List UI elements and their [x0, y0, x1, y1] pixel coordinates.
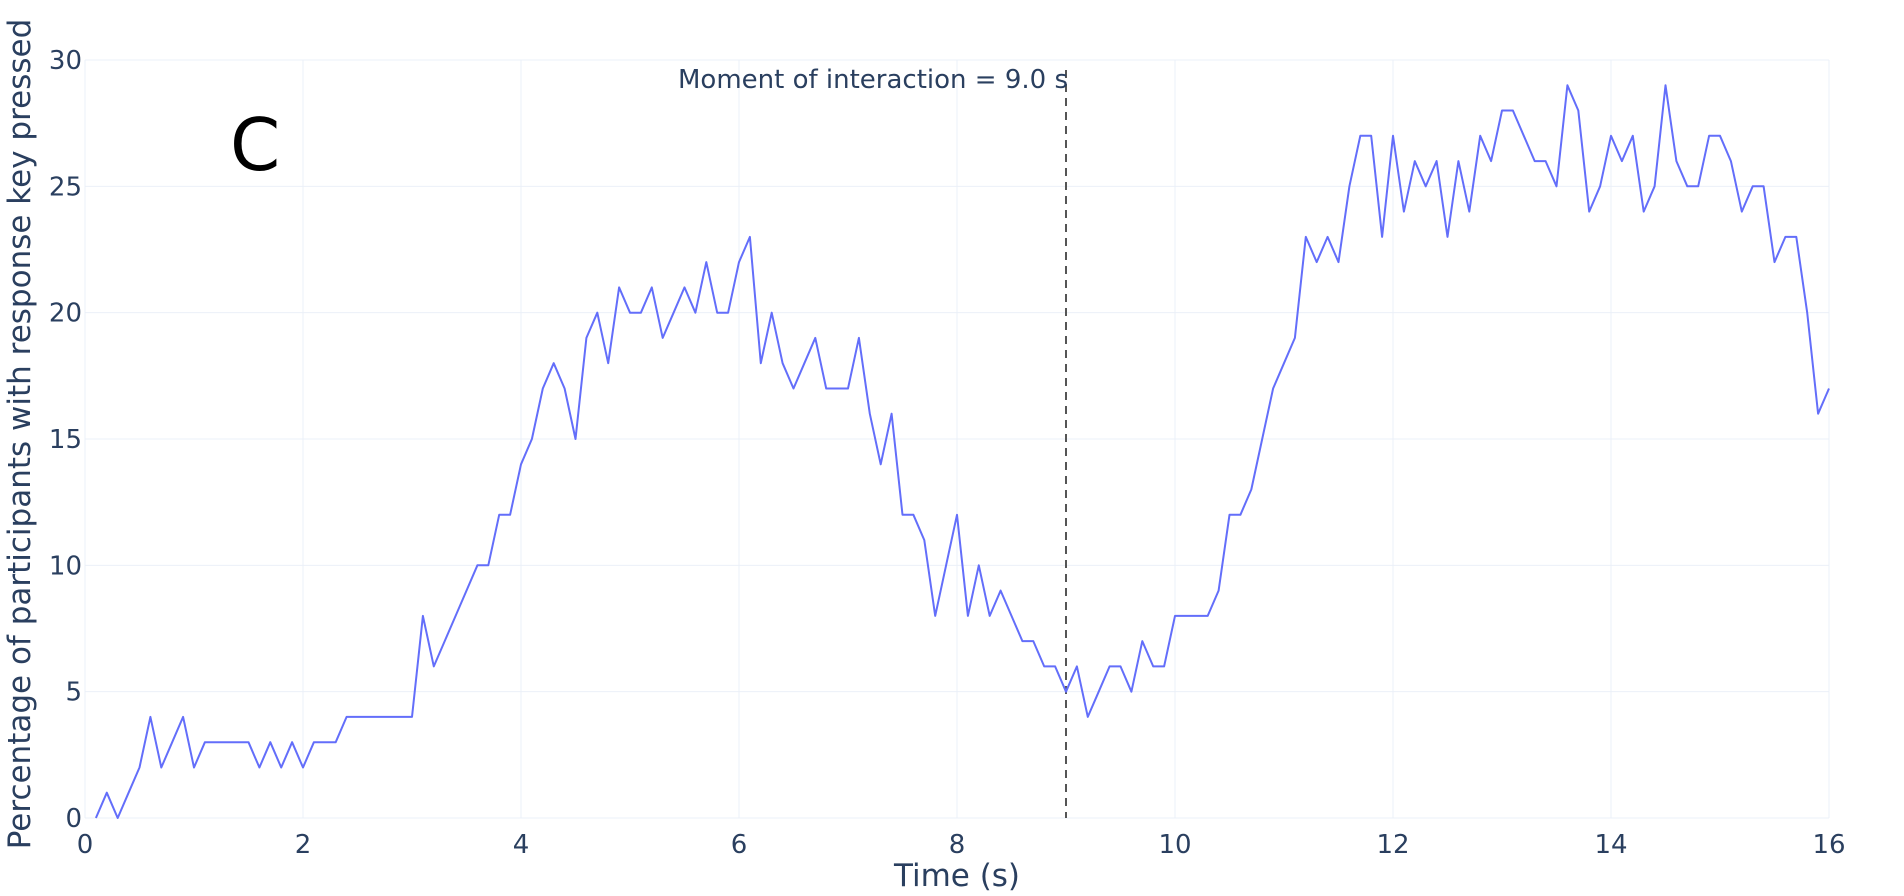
x-axis-ticks: 0 2 4 6 8 10 12 14 16 [77, 830, 1846, 860]
x-tick-label: 12 [1376, 830, 1409, 860]
x-tick-label: 2 [295, 830, 312, 860]
series-layer [94, 84, 1830, 819]
grid-lines [84, 59, 1830, 819]
y-tick-label: 15 [49, 425, 82, 455]
x-tick-label: 4 [513, 830, 530, 860]
panel-label: C [230, 103, 280, 187]
y-tick-label: 30 [49, 46, 82, 76]
y-axis-ticks: 0 5 10 15 20 25 30 [49, 46, 82, 834]
x-tick-label: 8 [949, 830, 966, 860]
x-tick-label: 0 [77, 830, 94, 860]
x-tick-label: 14 [1594, 830, 1627, 860]
y-tick-label: 5 [65, 678, 82, 708]
x-tick-label: 10 [1158, 830, 1191, 860]
x-tick-label: 16 [1812, 830, 1845, 860]
x-axis-title: Time (s) [893, 858, 1020, 894]
y-tick-label: 20 [49, 299, 82, 329]
y-tick-label: 10 [49, 551, 82, 581]
y-tick-label: 0 [65, 804, 82, 834]
x-tick-label: 6 [731, 830, 748, 860]
series-line [94, 84, 1830, 819]
interaction-annotation-label: Moment of interaction = 9.0 s [678, 65, 1068, 95]
y-tick-label: 25 [49, 172, 82, 202]
y-axis-title: Percentage of participants with response… [2, 19, 38, 850]
